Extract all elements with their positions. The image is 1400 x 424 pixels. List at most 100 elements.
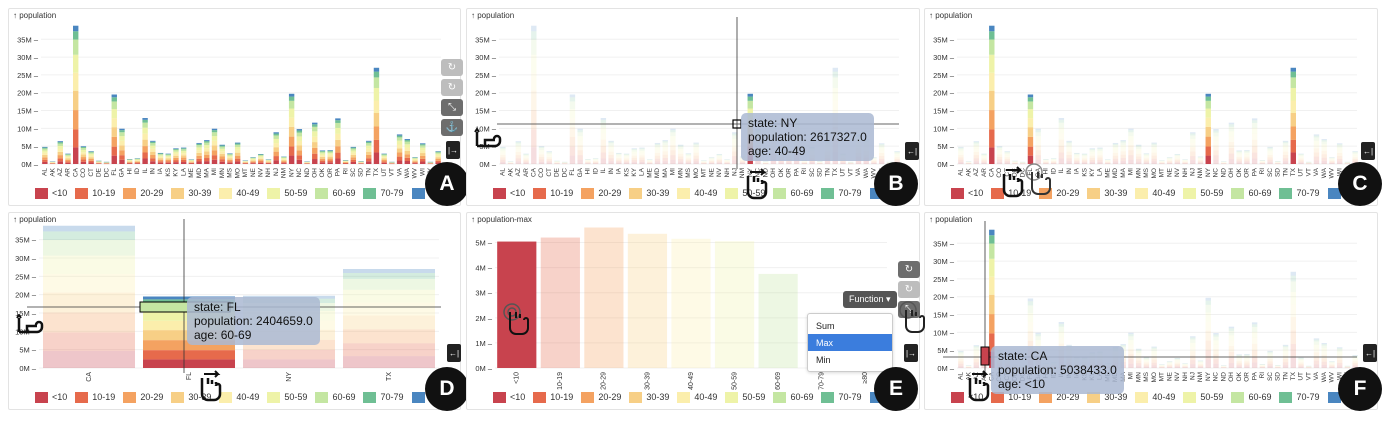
bar-segment[interactable] bbox=[654, 155, 661, 159]
bar-segment[interactable] bbox=[435, 152, 441, 154]
bar-segment[interactable] bbox=[1205, 146, 1211, 156]
bar-segment[interactable] bbox=[716, 157, 723, 159]
bar-segment[interactable] bbox=[1244, 151, 1250, 154]
bar-segment[interactable] bbox=[585, 160, 591, 161]
bar-segment[interactable] bbox=[1321, 358, 1327, 362]
bar-segment[interactable] bbox=[412, 160, 418, 162]
bar-segment[interactable] bbox=[396, 137, 403, 141]
bar-segment[interactable] bbox=[523, 154, 529, 155]
bar-segment[interactable] bbox=[180, 159, 187, 163]
bar-segment[interactable] bbox=[585, 162, 591, 164]
bar-segment[interactable] bbox=[1128, 359, 1134, 364]
bar-segment[interactable] bbox=[180, 149, 187, 152]
bar-segment[interactable] bbox=[958, 148, 964, 151]
bar-segment[interactable] bbox=[1105, 162, 1111, 164]
bar-segment[interactable] bbox=[1267, 365, 1273, 368]
bar-segment[interactable] bbox=[1097, 147, 1103, 149]
bar-segment[interactable] bbox=[778, 160, 784, 163]
bar-segment[interactable] bbox=[1298, 359, 1304, 362]
bar-segment[interactable] bbox=[1027, 331, 1034, 341]
legend-item[interactable]: <10 bbox=[35, 187, 67, 199]
bar-segment[interactable] bbox=[1035, 340, 1041, 345]
bar-segment[interactable] bbox=[1151, 351, 1157, 354]
bar-segment[interactable] bbox=[639, 147, 645, 149]
bar-segment[interactable] bbox=[958, 358, 964, 362]
bar-segment[interactable] bbox=[577, 145, 583, 151]
bar-segment[interactable] bbox=[343, 302, 435, 316]
bar-segment[interactable] bbox=[538, 147, 545, 150]
bar-segment[interactable] bbox=[1251, 152, 1258, 159]
bar-segment[interactable] bbox=[1004, 152, 1010, 154]
bar-segment[interactable] bbox=[1197, 364, 1204, 366]
bar-segment[interactable] bbox=[188, 160, 195, 161]
legend-item[interactable]: 40-49 bbox=[219, 187, 259, 199]
bar-segment[interactable] bbox=[973, 148, 980, 152]
bar-segment[interactable] bbox=[312, 136, 318, 143]
bar-segment[interactable] bbox=[1151, 142, 1157, 144]
bar-segment[interactable] bbox=[204, 154, 210, 159]
bar-segment[interactable] bbox=[1197, 361, 1204, 363]
bar-segment[interactable] bbox=[981, 157, 987, 159]
bar-segment[interactable] bbox=[342, 161, 349, 163]
bar-segment[interactable] bbox=[546, 151, 552, 152]
bar-segment[interactable] bbox=[1135, 360, 1142, 364]
bar-segment[interactable] bbox=[670, 150, 676, 156]
bar-segment[interactable] bbox=[211, 150, 218, 156]
bar-segment[interactable] bbox=[312, 147, 318, 154]
bar-segment[interactable] bbox=[1143, 155, 1150, 157]
bar-segment[interactable] bbox=[1251, 120, 1258, 123]
bar-segment[interactable] bbox=[654, 158, 661, 162]
bar-segment[interactable] bbox=[42, 159, 48, 162]
bar-segment[interactable] bbox=[1027, 305, 1034, 314]
expand-button-a[interactable]: |→ bbox=[446, 141, 460, 159]
bar-segment[interactable] bbox=[1259, 162, 1266, 164]
bar-segment[interactable] bbox=[312, 153, 318, 160]
bar-segment[interactable] bbox=[1074, 158, 1080, 160]
bar-segment[interactable] bbox=[1298, 158, 1304, 160]
bar-segment[interactable] bbox=[1043, 159, 1049, 161]
bar-segment[interactable] bbox=[1190, 336, 1196, 338]
bar-segment[interactable] bbox=[1058, 331, 1065, 338]
bar-segment[interactable] bbox=[265, 162, 272, 164]
bar-segment[interactable] bbox=[1290, 67, 1296, 72]
bar-segment[interactable] bbox=[1336, 347, 1343, 349]
bar-segment[interactable] bbox=[1298, 365, 1304, 367]
bar-segment[interactable] bbox=[281, 158, 287, 160]
bar-segment[interactable] bbox=[373, 139, 380, 153]
bar-segment[interactable] bbox=[312, 159, 318, 164]
bar-segment[interactable] bbox=[1151, 155, 1157, 159]
bar-segment[interactable] bbox=[73, 129, 79, 148]
bar-segment[interactable] bbox=[1182, 160, 1188, 161]
bar-segment[interactable] bbox=[1174, 162, 1181, 164]
bar-segment[interactable] bbox=[219, 144, 225, 146]
bar-segment[interactable] bbox=[396, 140, 403, 145]
bar-segment[interactable] bbox=[1205, 330, 1211, 341]
bar-segment[interactable] bbox=[989, 31, 995, 40]
bar-segment[interactable] bbox=[142, 122, 148, 128]
bar-segment[interactable] bbox=[73, 25, 79, 32]
bar-segment[interactable] bbox=[1074, 156, 1080, 159]
bar-segment[interactable] bbox=[1151, 149, 1157, 153]
bar-segment[interactable] bbox=[1290, 356, 1296, 368]
bar-segment[interactable] bbox=[1321, 161, 1327, 164]
menu-item-sum[interactable]: Sum bbox=[816, 321, 835, 331]
bar-segment[interactable] bbox=[188, 161, 195, 163]
bar-segment[interactable] bbox=[1043, 163, 1049, 164]
bar-segment[interactable] bbox=[343, 269, 435, 273]
bar-segment[interactable] bbox=[500, 146, 506, 148]
bar-segment[interactable] bbox=[296, 132, 303, 137]
bar-segment[interactable] bbox=[288, 96, 295, 101]
bar-segment[interactable] bbox=[1244, 160, 1250, 163]
bar-segment[interactable] bbox=[677, 159, 684, 162]
bar-segment[interactable] bbox=[1066, 161, 1072, 164]
bar-segment[interactable] bbox=[1236, 354, 1242, 355]
bar-segment[interactable] bbox=[608, 151, 614, 155]
bar-segment[interactable] bbox=[981, 154, 987, 155]
bar-segment[interactable] bbox=[1089, 157, 1095, 161]
bar-segment[interactable] bbox=[546, 157, 552, 159]
bar-segment[interactable] bbox=[1190, 143, 1196, 148]
bar-segment[interactable] bbox=[1166, 159, 1173, 161]
bar-segment[interactable] bbox=[250, 161, 256, 163]
bar-segment[interactable] bbox=[1197, 162, 1204, 164]
bar-segment[interactable] bbox=[350, 154, 357, 158]
